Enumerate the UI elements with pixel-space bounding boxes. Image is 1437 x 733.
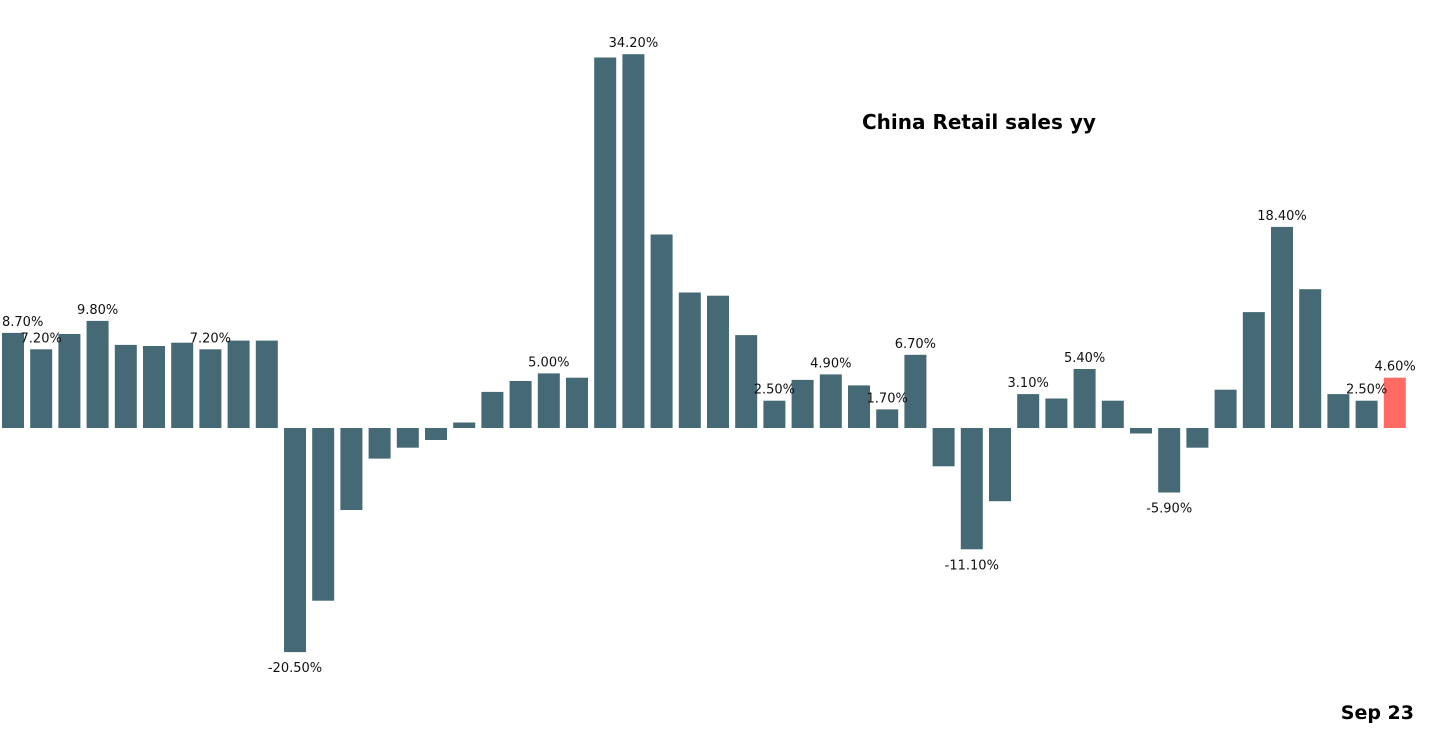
bar-32 [904,354,927,428]
bar-38 [1073,369,1096,428]
date-label: Sep 23 [1340,702,1414,724]
bar-18 [509,381,532,428]
data-label-31: 1.70% [867,391,908,406]
bar-15 [425,428,447,440]
bar-40 [1130,428,1152,434]
bar-22 [622,54,645,428]
bar-45 [1271,226,1293,428]
bar-33 [932,428,955,467]
bar-4 [114,344,137,428]
bar-46 [1299,289,1322,428]
data-label-22: 34.20% [609,36,659,51]
data-label-27: 2.50% [754,383,795,398]
bar-47 [1327,394,1350,428]
bar-3 [86,320,109,428]
bar-2 [58,334,81,428]
bar-17 [481,391,504,428]
bar-0 [2,332,24,428]
bar-6 [171,342,194,428]
data-label-41: -5.90% [1146,502,1192,517]
bar-16 [453,422,476,428]
data-label-34: -11.10% [945,558,999,573]
bar-44 [1242,312,1265,428]
bar-12 [340,428,363,510]
bar-24 [678,292,701,428]
bar-20 [566,377,588,428]
bar-11 [312,428,335,601]
bar-9 [255,340,278,428]
bar-27 [763,400,786,428]
bar-42 [1186,428,1209,448]
data-label-19: 5.00% [528,355,569,370]
bar-39 [1101,400,1124,428]
data-label-3: 9.80% [77,303,118,318]
bar-1 [30,349,53,428]
data-label-48: 2.50% [1346,383,1387,398]
bar-26 [735,335,758,428]
bar-34 [960,428,983,550]
bar-8 [227,340,250,428]
data-label-29: 4.90% [810,356,851,371]
bar-5 [143,346,165,428]
bar-13 [368,428,391,459]
data-labels: 8.70%7.20%9.80%7.20%-20.50%5.00%34.20%2.… [2,36,1416,676]
chart-title: China Retail sales yy [862,110,1096,134]
bar-41 [1158,428,1181,493]
bar-29 [819,374,842,428]
bar-25 [707,295,729,428]
data-label-36: 3.10% [1008,376,1049,391]
bar-series [2,54,1406,653]
data-label-49: 4.60% [1374,360,1415,375]
data-label-38: 5.40% [1064,351,1105,366]
bar-35 [989,428,1011,502]
data-label-7: 7.20% [190,331,231,346]
bar-30 [848,385,870,428]
bar-36 [1017,394,1040,428]
bar-37 [1045,398,1068,428]
data-label-32: 6.70% [895,337,936,352]
bar-43 [1214,389,1237,428]
bar-28 [791,379,814,428]
data-label-1: 7.20% [21,331,62,346]
bar-7 [199,349,222,428]
bar-19 [537,373,560,428]
bar-10 [284,428,306,653]
bar-14 [396,428,419,448]
data-label-45: 18.40% [1257,209,1307,224]
bar-48 [1355,400,1378,428]
data-label-10: -20.50% [268,661,322,676]
bar-31 [876,409,899,428]
data-label-0: 8.70% [2,315,43,330]
bar-23 [650,234,673,428]
bar-21 [594,57,617,428]
bar-49 [1383,377,1406,428]
